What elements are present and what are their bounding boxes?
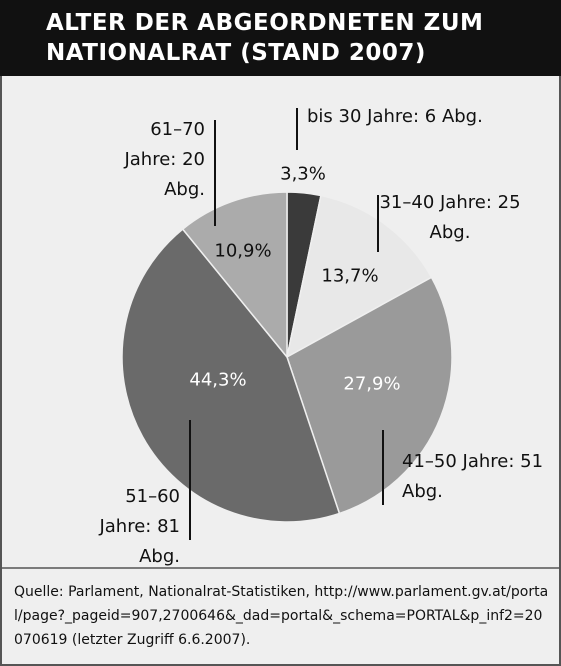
value-label: 13,7% [321, 265, 379, 287]
value-label: 44,3% [189, 369, 247, 391]
value-label: 3,3% [280, 163, 326, 185]
slice-label: bis 30 Jahre: 6 Abg. [307, 106, 483, 127]
pie-slice [285, 194, 433, 359]
pie-slice [121, 228, 341, 523]
value-label: 10,9% [214, 240, 272, 262]
slice-label: 61–70 Jahre: 20 Abg. [124, 119, 205, 200]
slice-label: 31–40 Jahre: 25 Abg. [379, 192, 521, 243]
pie-slice [181, 191, 288, 360]
pie-slice [286, 276, 453, 515]
slice-label: 51–60 Jahre: 81 Abg. [99, 486, 180, 567]
source-note: Quelle: Parlament, Nationalrat-Statistik… [14, 584, 549, 648]
slice-label: 41–50 Jahre: 51 Abg. [402, 451, 544, 502]
chart-title: ALTER DER ABGEORDNETEN ZUM NATIONALRAT (… [0, 0, 561, 76]
value-label: 27,9% [343, 373, 401, 395]
